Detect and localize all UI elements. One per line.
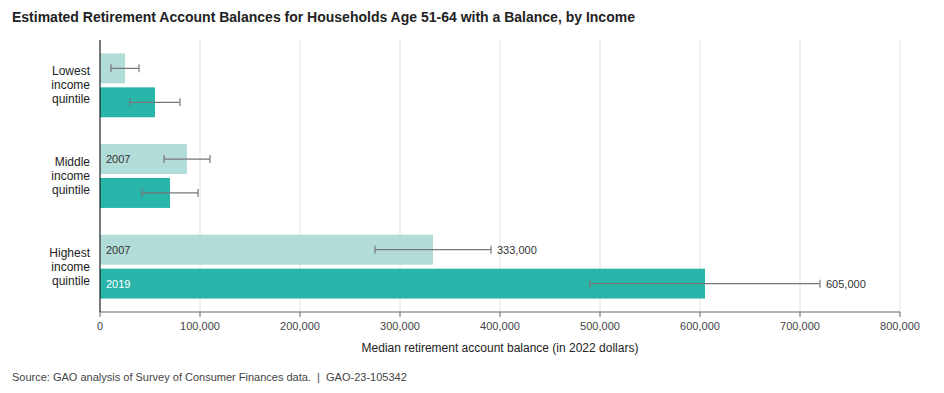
grid-line <box>900 40 901 312</box>
category-label-line: Middle <box>55 155 91 169</box>
error-bar-line <box>164 158 210 159</box>
error-bar-cap <box>589 280 590 288</box>
tick-label: 300,000 <box>380 320 420 332</box>
category-label-line: income <box>51 78 90 92</box>
error-bar <box>111 64 139 72</box>
x-axis-label: Median retirement account balance (in 20… <box>362 341 639 355</box>
error-bar-cap <box>110 64 111 72</box>
error-bar-cap <box>374 246 375 254</box>
series-label: 2007 <box>106 244 130 256</box>
bars <box>100 53 820 298</box>
tick-mark <box>200 312 201 317</box>
error-bar <box>590 280 820 288</box>
error-bar-line <box>130 102 180 103</box>
error-bar-cap <box>490 246 491 254</box>
x-axis: 0 100,000 200,000 300,000 400,000 500,000 600,… <box>97 312 920 332</box>
tick-label: 400,000 <box>480 320 520 332</box>
error-bar-line <box>590 283 820 284</box>
error-bar-cap <box>197 189 198 197</box>
value-label: 605,000 <box>826 278 866 290</box>
error-bar-cap <box>129 98 130 106</box>
zero-line <box>100 40 101 312</box>
category-label-line: Lowest <box>52 64 91 78</box>
error-bar-cap <box>138 64 139 72</box>
tick-label: 700,000 <box>780 320 820 332</box>
category-label: Lowestincomequintile <box>51 64 90 106</box>
title: Estimated Retirement Account Balances fo… <box>12 9 635 25</box>
tick-mark <box>700 312 701 317</box>
error-bar-line <box>111 68 139 69</box>
error-bar-cap <box>141 189 142 197</box>
error-bar <box>375 246 491 254</box>
tick-mark <box>100 312 101 317</box>
category-label-line: income <box>51 260 90 274</box>
category-label: Highestincomequintile <box>49 246 90 288</box>
error-bar-line <box>142 192 198 193</box>
tick-mark <box>600 312 601 317</box>
series-label: 2019 <box>106 278 130 290</box>
tick-label: 600,000 <box>680 320 720 332</box>
grid <box>100 40 900 312</box>
tick-label: 500,000 <box>580 320 620 332</box>
error-bar <box>142 189 198 197</box>
tick-mark <box>800 312 801 317</box>
error-bar <box>164 155 210 163</box>
error-bar-cap <box>163 155 164 163</box>
category-label-line: income <box>51 169 90 183</box>
tick-mark <box>300 312 301 317</box>
tick-label: 200,000 <box>280 320 320 332</box>
grid-line <box>800 40 801 312</box>
tick-mark <box>500 312 501 317</box>
tick-label: 100,000 <box>180 320 220 332</box>
error-bar <box>130 98 180 106</box>
value-labels: 333,000 605,000 2007 2007 2019 <box>106 153 866 290</box>
tick-label: 800,000 <box>880 320 920 332</box>
error-bar-cap <box>179 98 180 106</box>
error-bar-cap <box>209 155 210 163</box>
category-label-line: quintile <box>52 92 90 106</box>
chart: Estimated Retirement Account Balances fo… <box>0 0 944 393</box>
source: Source: GAO analysis of Survey of Consum… <box>12 371 407 383</box>
x-axis-line <box>100 312 900 313</box>
error-bar-line <box>375 249 491 250</box>
category-label-line: Highest <box>49 246 90 260</box>
tick-mark <box>900 312 901 317</box>
tick-label: 0 <box>97 320 103 332</box>
series-label: 2007 <box>106 153 130 165</box>
category-label-line: quintile <box>52 274 90 288</box>
category-label-line: quintile <box>52 183 90 197</box>
y-axis: LowestincomequintileMiddleincomequintile… <box>49 64 90 287</box>
tick-mark <box>400 312 401 317</box>
error-bar-cap <box>819 280 820 288</box>
grid-line <box>100 40 101 312</box>
category-label: Middleincomequintile <box>51 155 90 197</box>
value-label: 333,000 <box>497 244 537 256</box>
